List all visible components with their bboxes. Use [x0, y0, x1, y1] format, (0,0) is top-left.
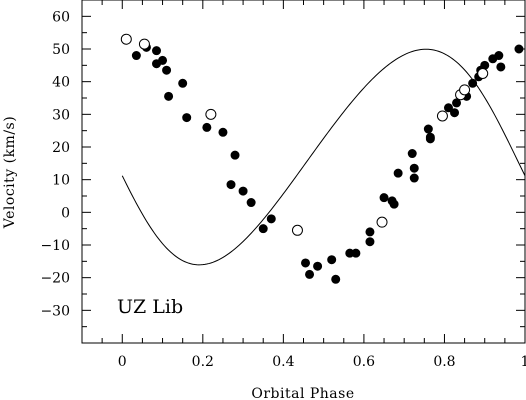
filled-data-point [409, 173, 419, 183]
filled-data-point [514, 44, 524, 54]
filled-data-point [450, 108, 460, 118]
filled-data-point [152, 46, 162, 56]
filled-data-point [238, 186, 248, 196]
axis-tick-labels: 0 0.2 0.4 0.6 0.8 1 −30 −20 −10 0 10 20 30 40 50 60 [40, 9, 526, 370]
filled-data-point [468, 78, 478, 88]
data-points [120, 33, 524, 284]
open-data-point [138, 38, 150, 50]
filled-data-point [443, 103, 453, 113]
filled-data-point [407, 149, 417, 159]
fit-curve [121, 48, 526, 266]
filled-data-point [425, 134, 435, 144]
star-name-label: UZ Lib [117, 296, 183, 318]
filled-data-point [313, 261, 323, 271]
filled-data-point [389, 199, 399, 209]
filled-data-point [452, 98, 462, 108]
filled-data-point [266, 214, 276, 224]
open-data-point [436, 110, 448, 122]
open-data-point [477, 68, 489, 79]
x-tick-label: 0.8 [433, 354, 455, 370]
y-tick-label: 40 [52, 75, 70, 91]
filled-data-point [494, 51, 504, 61]
y-tick-label: −10 [40, 238, 70, 254]
filled-data-point [305, 269, 315, 279]
y-tick-label: 60 [52, 9, 70, 25]
x-tick-label: 1 [521, 354, 526, 370]
y-tick-label: 50 [52, 42, 70, 58]
filled-data-point [496, 62, 506, 72]
y-axis-title: Velocity (km/s) [2, 116, 18, 229]
filled-data-point [365, 227, 375, 237]
filled-data-point [202, 122, 212, 132]
filled-data-point [365, 237, 375, 247]
filled-data-point [409, 163, 419, 173]
y-tick-label: −20 [40, 271, 70, 287]
filled-data-point [351, 248, 361, 258]
filled-data-point [230, 150, 240, 160]
open-data-point [120, 33, 132, 45]
y-tick-label: 10 [52, 173, 70, 189]
open-data-point [459, 84, 471, 96]
plot-frame [81, 0, 526, 344]
filled-data-point [164, 91, 174, 101]
filled-data-point [131, 51, 141, 61]
open-data-point [205, 108, 217, 120]
filled-data-point [162, 65, 172, 75]
filled-data-point [423, 124, 433, 134]
x-tick-label: 0.4 [272, 354, 294, 370]
filled-data-point [301, 258, 311, 268]
filled-data-point [158, 55, 168, 65]
filled-data-point [258, 224, 268, 234]
y-tick-label: 0 [61, 205, 70, 221]
filled-data-point [226, 180, 236, 190]
filled-data-point [331, 274, 341, 284]
x-axis-title: Orbital Phase [251, 386, 354, 400]
filled-data-point [218, 127, 228, 137]
open-data-point [291, 224, 303, 236]
filled-data-point [327, 255, 337, 265]
filled-data-point [246, 198, 256, 208]
open-data-point [376, 216, 388, 228]
axis-ticks [81, 0, 526, 343]
x-tick-label: 0 [118, 354, 127, 370]
x-tick-label: 0.2 [192, 354, 214, 370]
filled-data-point [178, 78, 188, 88]
y-tick-label: 20 [52, 140, 70, 156]
x-tick-label: 0.6 [353, 354, 375, 370]
filled-data-point [393, 168, 403, 178]
filled-data-point [379, 193, 389, 203]
filled-data-point [182, 113, 192, 123]
y-tick-label: 30 [52, 107, 70, 123]
y-tick-label: −30 [40, 303, 70, 319]
